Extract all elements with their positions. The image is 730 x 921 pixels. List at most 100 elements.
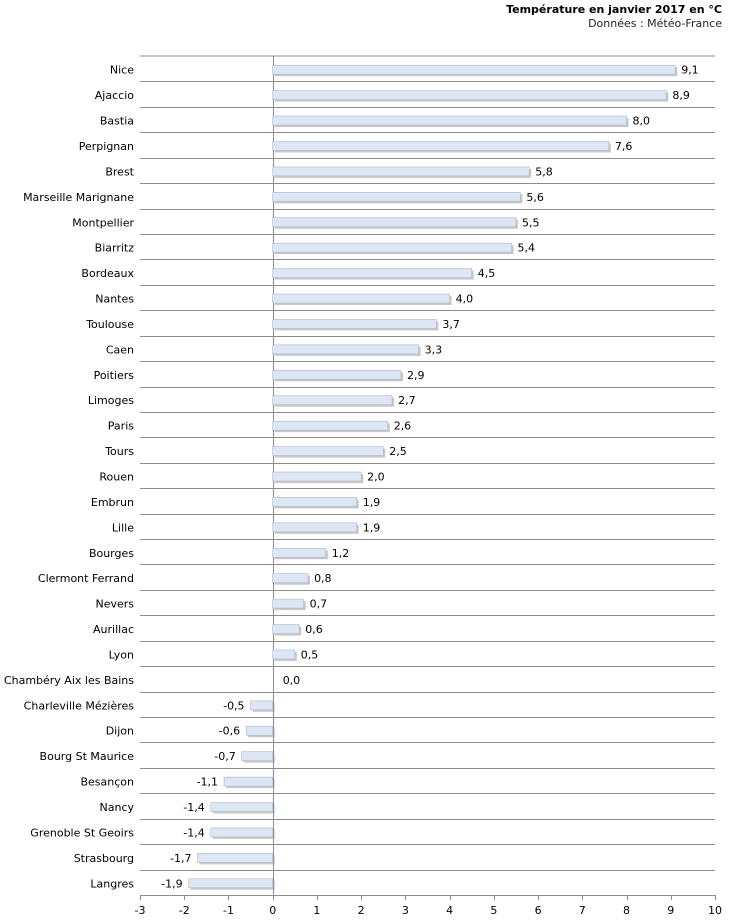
- category-label: Montpellier: [72, 216, 134, 229]
- value-label: 3,3: [425, 343, 443, 356]
- category-label: Clermont Ferrand: [38, 572, 134, 585]
- value-label: -1,4: [183, 826, 204, 839]
- category-label: Nancy: [100, 801, 135, 814]
- chart-title: Température en janvier 2017 en °C: [506, 3, 722, 16]
- category-label: Besançon: [80, 776, 134, 789]
- bar: [272, 115, 627, 126]
- chart-subtitle: Données : Météo-France: [588, 17, 722, 30]
- bar: [210, 827, 273, 838]
- value-label: 1,9: [363, 521, 381, 534]
- value-label: -0,6: [219, 725, 240, 738]
- bar: [272, 141, 610, 151]
- bar: [272, 497, 358, 507]
- category-label: Bourg St Maurice: [40, 750, 135, 763]
- value-label: 4,5: [478, 267, 496, 280]
- category-label: Charleville Mézières: [24, 699, 135, 712]
- bar: [272, 242, 512, 253]
- bar: [272, 293, 450, 304]
- category-label: Aurillac: [93, 623, 134, 636]
- category-label: Rouen: [99, 471, 134, 484]
- bar: [272, 649, 296, 660]
- category-label: Paris: [108, 420, 134, 433]
- category-label: Lille: [112, 521, 134, 534]
- value-label: 3,7: [442, 318, 460, 331]
- bar: [272, 395, 393, 406]
- bar: [272, 370, 402, 380]
- value-label: 5,6: [526, 191, 544, 204]
- value-label: 5,5: [522, 216, 540, 229]
- bar: [210, 802, 273, 812]
- x-tick-label: 7: [579, 904, 586, 917]
- value-label: 0,5: [301, 648, 319, 661]
- value-label: -1,9: [161, 877, 182, 890]
- category-label: Langres: [90, 877, 134, 890]
- bar: [197, 853, 273, 863]
- x-tick-label: -1: [223, 904, 234, 917]
- value-label: -1,1: [197, 776, 218, 789]
- value-label: 0,7: [310, 598, 328, 611]
- x-tick-label: 3: [402, 904, 409, 917]
- bar: [272, 547, 327, 558]
- bar: [241, 751, 273, 761]
- category-label: Caen: [106, 343, 134, 356]
- category-label: Tours: [104, 445, 134, 458]
- category-label: Limoges: [88, 394, 134, 407]
- value-label: 2,0: [367, 471, 385, 484]
- bar: [272, 471, 362, 482]
- category-label: Bordeaux: [81, 267, 134, 280]
- x-tick-label: 4: [446, 904, 453, 917]
- category-label: Biarritz: [95, 242, 135, 255]
- category-label: Brest: [105, 165, 134, 178]
- x-tick-label: 0: [269, 904, 276, 917]
- value-label: 8,0: [633, 115, 651, 128]
- value-label: -0,5: [223, 699, 244, 712]
- value-label: 1,9: [363, 496, 381, 509]
- bar: [245, 725, 273, 736]
- value-label: 0,0: [283, 674, 301, 687]
- bar: [272, 420, 388, 431]
- bar: [272, 192, 521, 202]
- x-tick-label: 6: [535, 904, 542, 917]
- category-label: Embrun: [91, 496, 134, 509]
- value-label: -0,7: [214, 750, 235, 763]
- value-label: 5,8: [535, 165, 553, 178]
- bar: [250, 700, 273, 711]
- value-label: 2,5: [389, 445, 407, 458]
- value-label: -1,7: [170, 852, 191, 865]
- bar: [272, 598, 304, 609]
- bar: [272, 64, 676, 75]
- value-label: 0,8: [314, 572, 332, 585]
- category-label: Nantes: [95, 293, 134, 306]
- category-label: Perpignan: [79, 140, 134, 153]
- bar: [223, 776, 273, 787]
- value-label: 2,6: [394, 420, 412, 433]
- bar: [272, 573, 309, 583]
- category-label: Nice: [110, 64, 134, 77]
- category-label: Grenoble St Geoirs: [30, 826, 134, 839]
- value-label: 7,6: [615, 140, 633, 153]
- category-label: Bastia: [100, 115, 134, 128]
- category-label: Nevers: [95, 598, 134, 611]
- value-label: 5,4: [518, 242, 536, 255]
- category-label: Ajaccio: [95, 89, 134, 102]
- x-tick-label: 10: [708, 904, 722, 917]
- value-label: -1,4: [183, 801, 204, 814]
- value-label: 2,9: [407, 369, 425, 382]
- category-label: Poitiers: [94, 369, 135, 382]
- x-tick-label: 5: [490, 904, 497, 917]
- bar: [272, 624, 300, 634]
- category-label: Strasbourg: [74, 852, 134, 865]
- value-label: 0,6: [305, 623, 323, 636]
- x-tick-label: -2: [179, 904, 190, 917]
- x-tick-label: 8: [623, 904, 630, 917]
- bar: [272, 90, 667, 100]
- x-tick-label: 2: [358, 904, 365, 917]
- category-label: Chambéry Aix les Bains: [4, 674, 134, 687]
- x-tick-label: 9: [667, 904, 674, 917]
- value-label: 8,9: [672, 89, 690, 102]
- value-label: 2,7: [398, 394, 416, 407]
- value-label: 9,1: [681, 64, 699, 77]
- value-label: 4,0: [456, 293, 474, 306]
- bar: [272, 319, 437, 329]
